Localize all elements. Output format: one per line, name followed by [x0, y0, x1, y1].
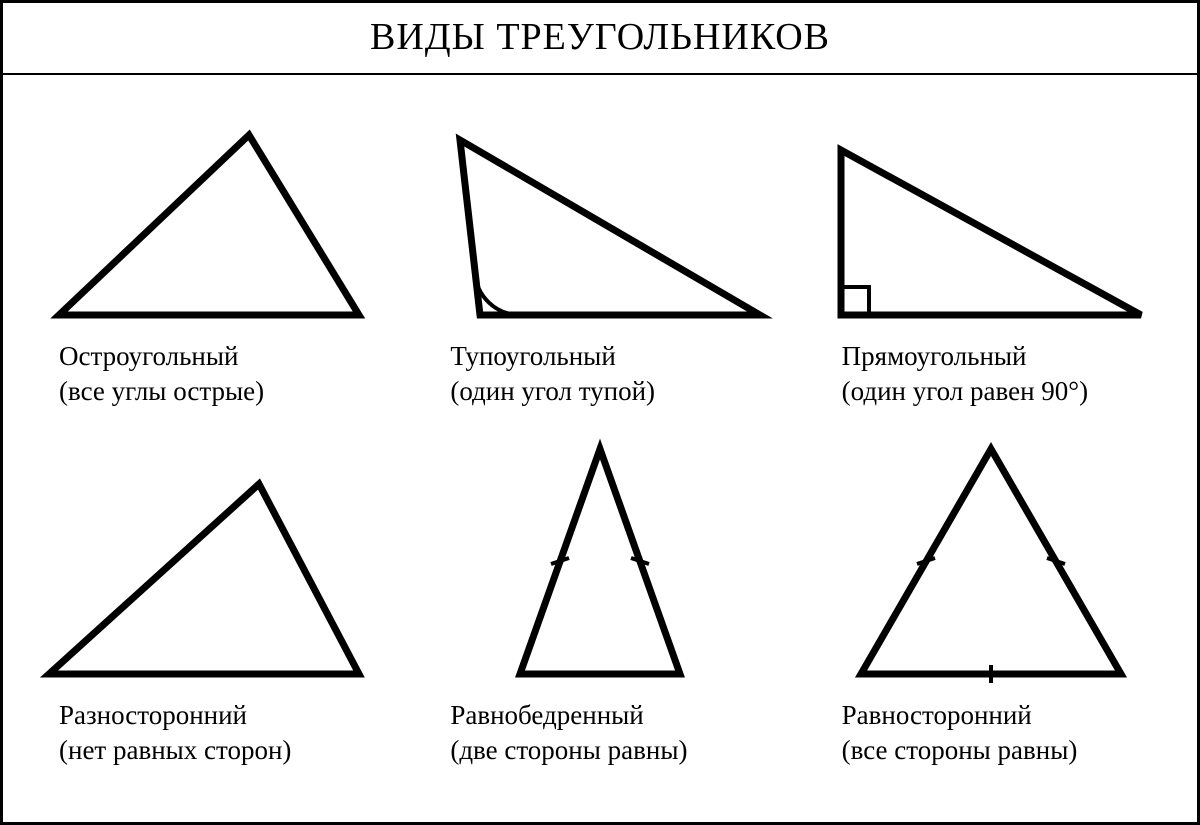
equilateral-triangle-icon: [826, 434, 1156, 684]
shape-scalene: [23, 464, 394, 684]
obtuse-triangle-icon: [420, 115, 780, 325]
shape-obtuse: [414, 105, 785, 325]
shape-acute: [23, 105, 394, 325]
desc-obtuse: (один угол тупой): [450, 376, 655, 406]
label-scalene: Разносторонний (нет равных сторон): [23, 698, 394, 768]
name-equilateral: Равносторонний: [842, 700, 1032, 730]
cell-acute: Остроугольный (все углы острые): [13, 95, 404, 454]
label-obtuse: Тупоугольный (один угол тупой): [414, 339, 785, 409]
shape-isosceles: [414, 464, 785, 684]
name-isosceles: Равнобедренный: [450, 700, 643, 730]
scalene-triangle-icon: [29, 454, 389, 684]
chart-header: ВИДЫ ТРЕУГОЛЬНИКОВ: [3, 3, 1197, 75]
name-right: Прямоугольный: [842, 341, 1027, 371]
cell-equilateral: Равносторонний (все стороны равны): [796, 454, 1187, 813]
label-equilateral: Равносторонний (все стороны равны): [806, 698, 1177, 768]
desc-right: (один угол равен 90°): [842, 376, 1088, 406]
name-obtuse: Тупоугольный: [450, 341, 615, 371]
name-acute: Остроугольный: [59, 341, 238, 371]
desc-scalene: (нет равных сторон): [59, 735, 291, 765]
chart-container: ВИДЫ ТРЕУГОЛЬНИКОВ Остроугольный (все уг…: [0, 0, 1200, 825]
shape-equilateral: [806, 464, 1177, 684]
triangles-grid: Остроугольный (все углы острые) Тупоугол…: [3, 75, 1197, 822]
label-isosceles: Равнобедренный (две стороны равны): [414, 698, 785, 768]
cell-isosceles: Равнобедренный (две стороны равны): [404, 454, 795, 813]
right-triangle-icon: [811, 115, 1171, 325]
label-acute: Остроугольный (все углы острые): [23, 339, 394, 409]
isosceles-triangle-icon: [460, 434, 740, 684]
cell-obtuse: Тупоугольный (один угол тупой): [404, 95, 795, 454]
label-right: Прямоугольный (один угол равен 90°): [806, 339, 1177, 409]
shape-right: [806, 105, 1177, 325]
chart-title: ВИДЫ ТРЕУГОЛЬНИКОВ: [3, 15, 1197, 59]
desc-equilateral: (все стороны равны): [842, 735, 1078, 765]
desc-isosceles: (две стороны равны): [450, 735, 687, 765]
acute-triangle-icon: [29, 115, 389, 325]
name-scalene: Разносторонний: [59, 700, 247, 730]
cell-right: Прямоугольный (один угол равен 90°): [796, 95, 1187, 454]
cell-scalene: Разносторонний (нет равных сторон): [13, 454, 404, 813]
desc-acute: (все углы острые): [59, 376, 264, 406]
